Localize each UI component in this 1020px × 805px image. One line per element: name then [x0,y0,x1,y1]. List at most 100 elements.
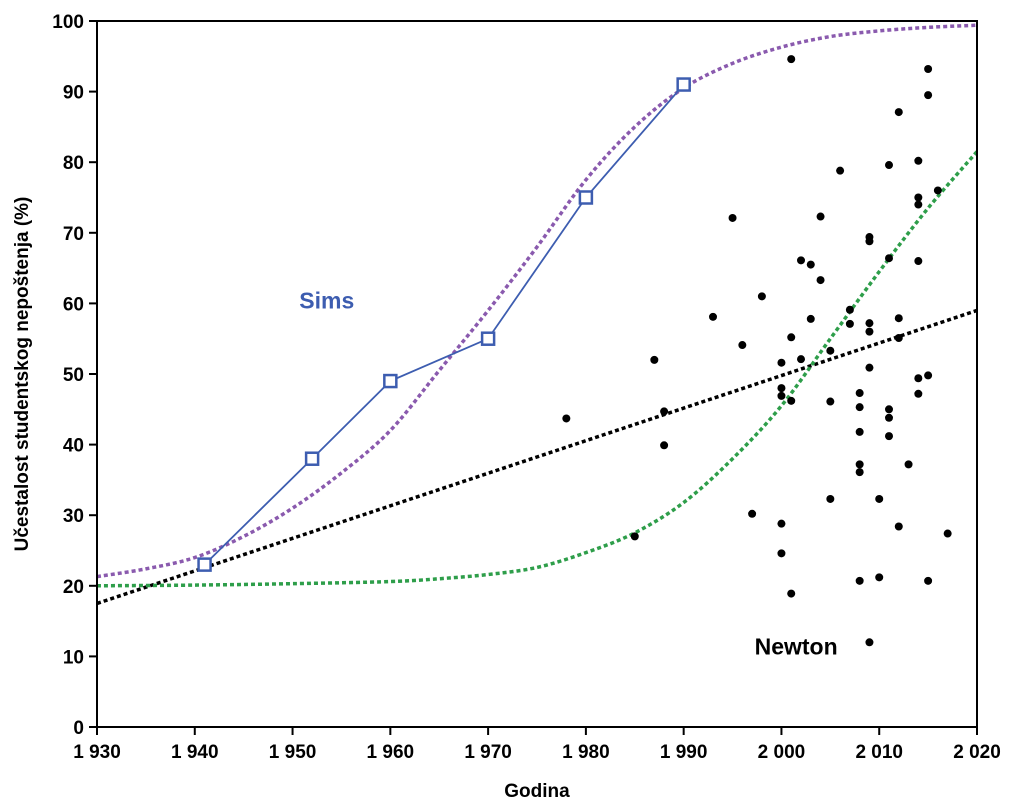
newton-data-point [894,314,903,323]
newton-data-point [777,549,786,558]
newton-data-point [787,55,796,64]
newton-data-point [748,509,757,518]
y-tick-label: 60 [63,294,84,315]
sims-marker [578,190,594,205]
newton-data-point [757,292,766,301]
sims-marker [480,331,496,346]
sims-line [203,83,685,566]
x-tick-label: 1 950 [269,742,317,763]
newton-data-point [787,396,796,405]
sims-series [197,77,691,572]
newton-data-point [562,414,571,423]
x-tick-label: 1 980 [562,742,610,763]
newton-data-point [787,333,796,342]
newton-data-point [885,432,893,441]
newton-label: Newton [755,633,838,659]
newton-data-point [836,166,845,175]
newton-data-point [816,276,825,285]
fit-curves [97,23,977,606]
newton-data-point [943,529,952,538]
y-tick-label: 100 [52,12,84,33]
newton-trend-line [97,308,977,606]
newton-data-point [914,193,923,202]
newton-data-point [728,213,737,222]
newton-data-point [855,576,864,585]
newton-data-point [777,519,786,528]
newton-data-point [885,254,893,263]
x-axis-title: Godina [504,781,570,802]
newton-data-point [845,305,854,314]
newton-data-point [806,314,815,323]
x-tick-label: 1 930 [73,742,121,763]
newton-data-point [797,355,805,364]
axes [89,20,978,735]
x-tick-label: 1 960 [367,742,415,763]
newton-data-point [787,589,796,598]
newton-data-point [894,522,903,531]
x-tick-label: 2 000 [758,742,806,763]
newton-data-point [894,333,903,342]
y-tick-label: 90 [63,83,84,104]
newton-data-point [914,374,923,383]
newton-data-point [660,441,669,450]
sims-marker [676,77,691,92]
y-tick-label: 80 [63,153,84,174]
newton-data-point [865,638,874,647]
newton-data-point [777,391,786,400]
newton-data-point [885,161,893,170]
purple-fit-curve [97,23,977,579]
newton-data-point [865,363,874,372]
newton-data-point [865,237,874,246]
newton-data-point [777,384,786,393]
newton-data-point [865,327,874,336]
x-tick-label: 1 940 [171,742,219,763]
newton-data-point [914,156,923,165]
sims-marker [197,557,212,572]
plot-frame [96,20,978,728]
green-fit-curve [97,150,977,588]
newton-data-point [885,405,893,414]
newton-data-point [797,256,805,265]
newton-data-point [894,108,903,117]
newton-data-point [777,358,786,367]
newton-data-point [875,494,884,503]
newton-data-point [933,186,942,195]
x-tick-label: 1 990 [660,742,708,763]
newton-data-point [660,407,669,416]
sims-marker [383,373,398,389]
newton-data-point [816,212,825,221]
y-tick-label: 10 [63,647,84,668]
x-tick-label: 2 020 [953,742,1001,763]
newton-data-point [924,91,933,100]
newton-data-point [924,576,933,585]
y-tick-label: 0 [73,718,84,739]
newton-data-point [924,371,933,380]
y-tick-label: 50 [63,365,84,386]
newton-data-point [914,389,923,398]
newton-data-point [875,573,884,582]
tick-labels: 1 930 1 940 1 950 1 960 1 970 1 980 1 990 2 000… [52,12,1000,763]
newton-data-point [904,460,913,469]
sims-label: Sims [299,287,354,313]
newton-data-point [826,346,835,355]
newton-data-point [885,413,893,422]
newton-data-point [738,341,747,350]
newton-data-point [826,397,835,406]
y-tick-label: 20 [63,577,84,598]
newton-data-point [806,260,815,269]
newton-data-point [650,355,659,364]
x-tick-label: 1 970 [464,742,512,763]
newton-data-point [865,319,874,328]
newton-data-point [924,65,933,74]
newton-data-point [855,427,864,436]
newton-data-point [826,494,835,503]
sims-marker [304,451,320,466]
newton-data-point [855,460,864,469]
y-tick-label: 40 [63,436,84,457]
y-tick-label: 30 [63,506,84,527]
newton-data-point [709,312,717,321]
y-tick-label: 70 [63,224,84,245]
newton-data-point [630,532,639,541]
